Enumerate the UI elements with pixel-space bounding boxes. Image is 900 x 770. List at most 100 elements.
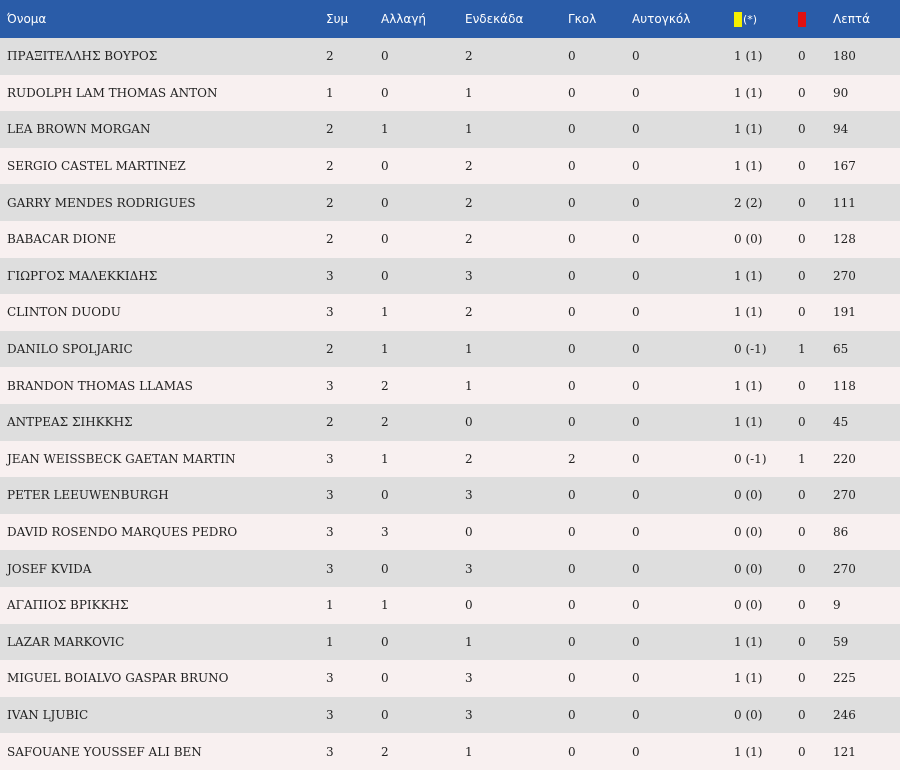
cell-name[interactable]: CLINTON DUODU [7, 305, 121, 320]
cell-own-goals: 0 [632, 378, 640, 393]
table-row: ΑΝΤΡΕΑΣ ΣΙΗΚΚΗΣ 2 2 0 0 0 1 (1) 0 45 [0, 403, 900, 441]
table-header-row: Όνομα Συμ Αλλαγή Ενδεκάδα Γκολ Αυτογκόλ … [0, 0, 900, 38]
cell-goals: 0 [568, 85, 576, 100]
cell-goals: 0 [568, 342, 576, 357]
cell-red-cards: 0 [798, 195, 806, 210]
table-row: MIGUEL BOIALVO GASPAR BRUNO 3 0 3 0 0 1 (1) 0 22… [0, 660, 900, 697]
cell-apps: 3 [326, 378, 334, 393]
cell-name[interactable]: PETER LEEUWENBURGH [7, 488, 169, 503]
cell-apps: 3 [326, 451, 334, 466]
header-subs[interactable]: Αλλαγή [381, 12, 427, 26]
header-red-cards[interactable] [798, 0, 833, 38]
cell-starts: 2 [465, 49, 473, 64]
cell-yellow-cards: 1 (1) [734, 305, 763, 320]
cell-name[interactable]: JOSEF KVIDA [7, 561, 92, 576]
cell-yellow-cards: 0 (0) [734, 707, 763, 722]
cell-minutes: 86 [833, 525, 849, 540]
cell-goals: 0 [568, 671, 576, 686]
table-row: JOSEF KVIDA 3 0 3 0 0 0 (0) 0 270 [0, 550, 900, 587]
cell-starts: 1 [465, 634, 473, 649]
cell-goals: 0 [568, 232, 576, 247]
cell-name[interactable]: SERGIO CASTEL MARTINEZ [7, 159, 186, 174]
cell-own-goals: 0 [632, 342, 640, 357]
cell-name[interactable]: JEAN WEISSBECK GAETAN MARTIN [7, 451, 236, 466]
cell-starts: 1 [465, 85, 473, 100]
header-apps[interactable]: Συμ [326, 12, 349, 26]
cell-name[interactable]: LAZAR MARKOVIC [7, 634, 125, 649]
cell-name[interactable]: ΓΙΩΡΓΟΣ ΜΑΛΕΚΚΙΔΗΣ [7, 268, 158, 283]
cell-goals: 0 [568, 415, 576, 430]
cell-subs: 2 [381, 415, 389, 430]
cell-name[interactable]: BABACAR DIONE [7, 232, 117, 247]
cell-name[interactable]: BRANDON THOMAS LLAMAS [7, 378, 193, 393]
cell-apps: 3 [326, 744, 334, 759]
cell-minutes: 94 [833, 122, 849, 137]
cell-own-goals: 0 [632, 159, 640, 174]
cell-yellow-cards: 0 (0) [734, 488, 763, 503]
cell-own-goals: 0 [632, 49, 640, 64]
table-row: BABACAR DIONE 2 0 2 0 0 0 (0) 0 128 [0, 220, 900, 258]
table-body: ΠΡΑΞΙΤΕΛΛΗΣ ΒΟΥΡΟΣ 2 0 2 0 0 1 (1) 0 180 RUDOLPH … [0, 38, 900, 770]
cell-name[interactable]: IVAN LJUBIC [7, 707, 89, 722]
cell-subs: 0 [381, 49, 389, 64]
header-starts[interactable]: Ενδεκάδα [465, 12, 524, 26]
table-row: CLINTON DUODU 3 1 2 0 0 1 (1) 0 191 [0, 294, 900, 331]
cell-name[interactable]: ΑΝΤΡΕΑΣ ΣΙΗΚΚΗΣ [7, 415, 133, 430]
cell-name[interactable]: DAVID ROSENDO MARQUES PEDRO [7, 525, 238, 540]
cell-yellow-cards: 1 (1) [734, 49, 763, 64]
cell-yellow-cards: 1 (1) [734, 85, 763, 100]
cell-name[interactable]: RUDOLPH LAM THOMAS ANTON [7, 85, 218, 100]
cell-subs: 0 [381, 232, 389, 247]
cell-yellow-cards: 0 (0) [734, 232, 763, 247]
cell-name[interactable]: SAFOUANE YOUSSEF ALI BEN [7, 744, 202, 759]
red-card-icon [798, 11, 806, 27]
cell-starts: 3 [465, 561, 473, 576]
header-own-goals[interactable]: Αυτογκόλ [632, 12, 691, 26]
cell-subs: 0 [381, 707, 389, 722]
cell-yellow-cards: 1 (1) [734, 415, 763, 430]
cell-own-goals: 0 [632, 195, 640, 210]
header-name[interactable]: Όνομα [7, 12, 47, 26]
cell-minutes: 118 [833, 378, 856, 393]
cell-starts: 3 [465, 488, 473, 503]
cell-name[interactable]: MIGUEL BOIALVO GASPAR BRUNO [7, 671, 229, 686]
cell-subs: 2 [381, 744, 389, 759]
header-yellow-cards[interactable]: (*) [734, 0, 798, 38]
table-row: ΠΡΑΞΙΤΕΛΛΗΣ ΒΟΥΡΟΣ 2 0 2 0 0 1 (1) 0 180 [0, 38, 900, 75]
cell-subs: 0 [381, 488, 389, 503]
cell-subs: 1 [381, 451, 389, 466]
cell-red-cards: 0 [798, 561, 806, 576]
cell-name[interactable]: DANILO SPOLJARIC [7, 342, 133, 357]
cell-minutes: 9 [833, 598, 841, 613]
cell-red-cards: 0 [798, 525, 806, 540]
cell-minutes: 270 [833, 488, 856, 503]
cell-starts: 1 [465, 378, 473, 393]
cell-own-goals: 0 [632, 451, 640, 466]
cell-goals: 0 [568, 268, 576, 283]
cell-subs: 0 [381, 561, 389, 576]
cell-subs: 0 [381, 671, 389, 686]
cell-apps: 1 [326, 634, 334, 649]
header-minutes[interactable]: Λεπτά [833, 12, 871, 26]
cell-apps: 1 [326, 598, 334, 613]
cell-apps: 3 [326, 488, 334, 503]
cell-yellow-cards: 0 (-1) [734, 451, 767, 466]
cell-minutes: 220 [833, 451, 856, 466]
cell-minutes: 65 [833, 342, 849, 357]
header-goals[interactable]: Γκολ [568, 12, 597, 26]
cell-subs: 1 [381, 342, 389, 357]
cell-name[interactable]: ΠΡΑΞΙΤΕΛΛΗΣ ΒΟΥΡΟΣ [7, 49, 158, 64]
cell-minutes: 270 [833, 561, 856, 576]
cell-minutes: 128 [833, 232, 856, 247]
cell-minutes: 167 [833, 159, 856, 174]
cell-own-goals: 0 [632, 525, 640, 540]
cell-name[interactable]: ΑΓΑΠΙΟΣ ΒΡΙΚΚΗΣ [7, 598, 129, 613]
cell-minutes: 180 [833, 49, 856, 64]
cell-apps: 3 [326, 525, 334, 540]
cell-name[interactable]: GARRY MENDES RODRIGUES [7, 195, 196, 210]
cell-red-cards: 1 [798, 342, 806, 357]
cell-starts: 0 [465, 525, 473, 540]
cell-goals: 0 [568, 159, 576, 174]
table-row: PETER LEEUWENBURGH 3 0 3 0 0 0 (0) 0 270 [0, 477, 900, 514]
cell-name[interactable]: LEA BROWN MORGAN [7, 122, 151, 137]
